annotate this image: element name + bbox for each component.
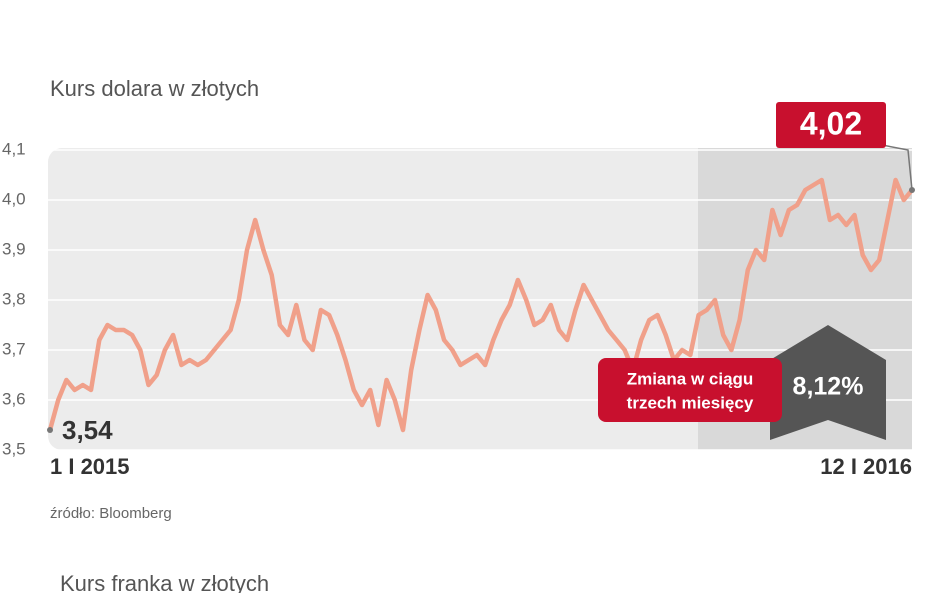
plot: 3,5 3,6 3,7 3,8 3,9 4,0 4,1 1 I 2015 12 I 2016 3,… xyxy=(2,102,915,479)
y-tick-label: 3,5 xyxy=(2,439,26,458)
y-tick-label: 4,1 xyxy=(2,139,26,158)
value-label: 3,54 xyxy=(62,415,113,445)
next-chart-title: Kurs franka w złotych xyxy=(60,571,269,593)
value-label: 4,02 xyxy=(800,105,862,141)
label-connector xyxy=(881,144,913,191)
x-tick-label: 12 I 2016 xyxy=(820,454,912,479)
y-tick-label: 4,0 xyxy=(2,189,26,208)
change-value: 8,12% xyxy=(793,373,864,401)
y-tick-label: 3,6 xyxy=(2,389,26,408)
value-label-box xyxy=(776,102,886,148)
x-tick-label: 1 I 2015 xyxy=(50,454,130,479)
change-badge xyxy=(770,325,886,440)
y-tick-label: 3,9 xyxy=(2,239,26,258)
price-line xyxy=(47,177,914,433)
y-tick-label: 3,8 xyxy=(2,289,26,308)
change-label: Zmiana w ciągu xyxy=(627,369,754,388)
change-box xyxy=(598,358,782,422)
end-point xyxy=(47,427,53,433)
y-tick-label: 3,7 xyxy=(2,339,26,358)
source: źródło: Bloomberg xyxy=(50,505,172,522)
change-label: trzech miesięcy xyxy=(627,393,754,412)
chart-title: Kurs dolara w złotych xyxy=(50,76,259,101)
